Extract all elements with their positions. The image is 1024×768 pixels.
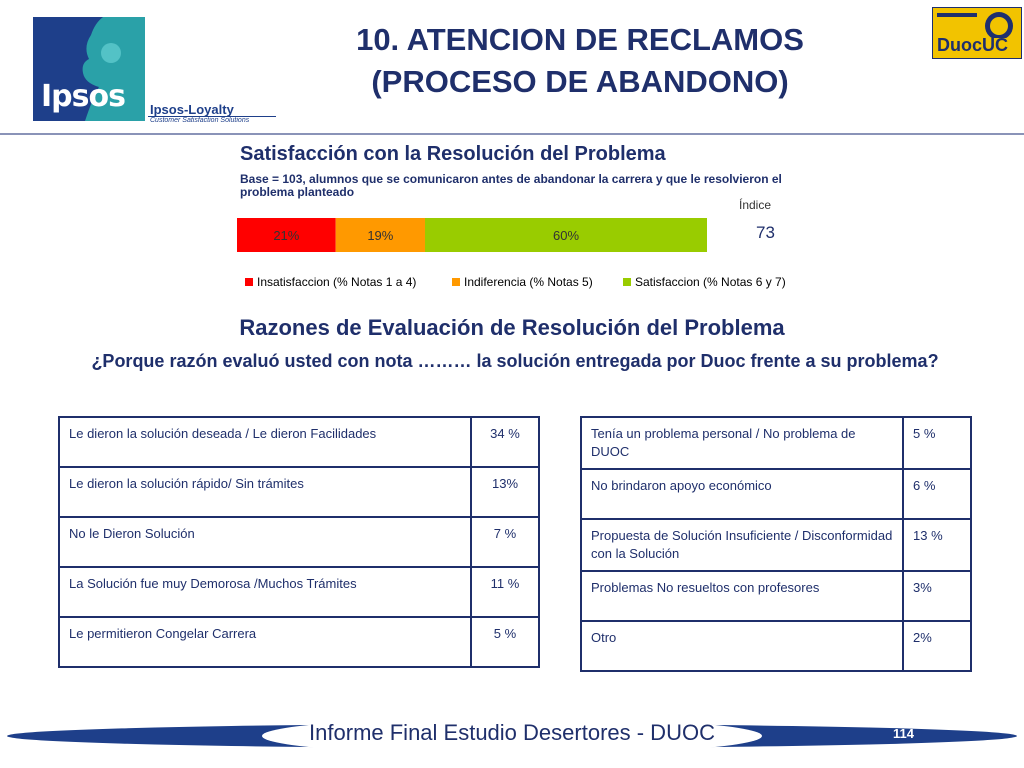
legend-swatch-2 bbox=[623, 278, 631, 286]
reason-cell: No le Dieron Solución bbox=[58, 516, 472, 568]
percent-cell: 3% bbox=[902, 570, 972, 622]
bar-data-label-0: 21% bbox=[273, 228, 299, 243]
reason-cell: Le dieron la solución deseada / Le diero… bbox=[58, 416, 472, 468]
table-row: Le dieron la solución deseada / Le diero… bbox=[58, 416, 540, 468]
legend-label-1: Indiferencia (% Notas 5) bbox=[464, 275, 593, 289]
table-row: No brindaron apoyo económico 6 % bbox=[580, 468, 972, 520]
percent-cell: 2% bbox=[902, 620, 972, 672]
chart-subtitle: Base = 103, alumnos que se comunicaron a… bbox=[240, 172, 782, 199]
bar-data-label-2: 60% bbox=[553, 228, 579, 243]
page-number: 114 bbox=[893, 726, 914, 741]
table-row: Tenía un problema personal / No problema… bbox=[580, 416, 972, 470]
percent-cell: 34 % bbox=[470, 416, 540, 468]
footer-band bbox=[7, 717, 1017, 755]
percent-cell: 13 % bbox=[902, 518, 972, 572]
bar-segment-2 bbox=[425, 218, 707, 252]
reasons-title: Razones de Evaluación de Resolución del … bbox=[239, 315, 785, 340]
loyalty-brand: Ipsos-Loyalty bbox=[150, 102, 234, 117]
table-row: Le permitieron Congelar Carrera 5 % bbox=[58, 616, 540, 668]
reason-cell: Propuesta de Solución Insuficiente / Dis… bbox=[580, 518, 904, 572]
legend-swatch-0 bbox=[245, 278, 253, 286]
loyalty-subtitle: Customer Satisfaction Solutions bbox=[150, 117, 250, 124]
ipsos-logo-text: Ipsos bbox=[41, 79, 126, 114]
chart-title: Satisfacción con la Resolución del Probl… bbox=[240, 143, 666, 165]
footer-text: Informe Final Estudio Desertores - DUOC bbox=[309, 720, 715, 745]
reasons-table-left: Le dieron la solución deseada / Le diero… bbox=[58, 416, 540, 668]
table-row: Otro 2% bbox=[580, 620, 972, 672]
indice-label: Índice bbox=[739, 198, 772, 212]
legend-label-0: Insatisfaccion (% Notas 1 a 4) bbox=[257, 275, 416, 289]
page-title-line1: 10. ATENCION DE RECLAMOS bbox=[356, 22, 804, 57]
reason-cell: Le dieron la solución rápido/ Sin trámit… bbox=[58, 466, 472, 518]
reason-cell: La Solución fue muy Demorosa /Muchos Trá… bbox=[58, 566, 472, 618]
table-row: No le Dieron Solución 7 % bbox=[58, 516, 540, 568]
table-row: Problemas No resueltos con profesores 3% bbox=[580, 570, 972, 622]
reasons-table-right: Tenía un problema personal / No problema… bbox=[580, 416, 972, 672]
percent-cell: 7 % bbox=[470, 516, 540, 568]
reasons-question: ¿Porque razón evaluó usted con nota ……… … bbox=[91, 351, 939, 371]
duoc-crest-icon bbox=[937, 12, 1013, 38]
duoc-logo-text: DuocUC bbox=[937, 35, 1008, 55]
bar-segment-1 bbox=[335, 218, 425, 252]
legend-label-2: Satisfaccion (% Notas 6 y 7) bbox=[635, 275, 786, 289]
legend-swatch-1 bbox=[452, 278, 460, 286]
percent-cell: 5 % bbox=[470, 616, 540, 668]
table-row: Propuesta de Solución Insuficiente / Dis… bbox=[580, 518, 972, 572]
table-row: Le dieron la solución rápido/ Sin trámit… bbox=[58, 466, 540, 518]
bar-data-label-1: 19% bbox=[367, 228, 393, 243]
table-row: La Solución fue muy Demorosa /Muchos Trá… bbox=[58, 566, 540, 618]
ipsos-logo: Ipsos bbox=[33, 17, 145, 121]
duoc-logo: DuocUC bbox=[932, 7, 1022, 59]
reason-cell: Otro bbox=[580, 620, 904, 672]
indice-value: 73 bbox=[756, 223, 775, 242]
reason-cell: Tenía un problema personal / No problema… bbox=[580, 416, 904, 470]
ipsos-face-icon bbox=[82, 17, 145, 121]
loyalty-rule bbox=[148, 116, 276, 117]
percent-cell: 13% bbox=[470, 466, 540, 518]
reason-cell: No brindaron apoyo económico bbox=[580, 468, 904, 520]
percent-cell: 11 % bbox=[470, 566, 540, 618]
reason-cell: Problemas No resueltos con profesores bbox=[580, 570, 904, 622]
header-divider bbox=[0, 133, 1024, 135]
bar-segment-0 bbox=[237, 218, 336, 252]
reason-cell: Le permitieron Congelar Carrera bbox=[58, 616, 472, 668]
satisfaction-chart: 21% 19% 60% Insatisfaccion (% Notas 1 a 4) I… bbox=[237, 218, 786, 289]
percent-cell: 6 % bbox=[902, 468, 972, 520]
page-title-line2: (PROCESO DE ABANDONO) bbox=[371, 64, 789, 99]
percent-cell: 5 % bbox=[902, 416, 972, 470]
